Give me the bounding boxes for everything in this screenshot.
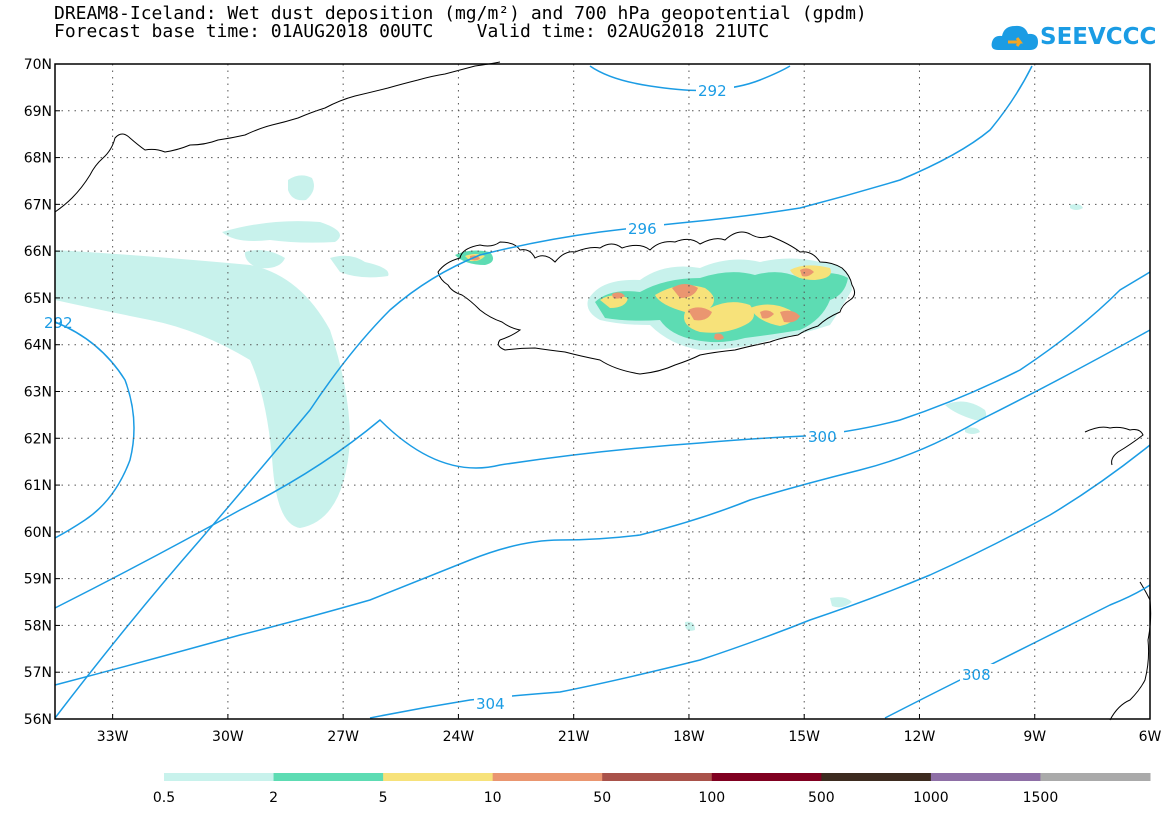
deposition-patch [330,255,389,278]
contour-304 [54,329,1151,686]
logo-text: SEEVCCC [1040,24,1157,50]
lon-tick-label: 15W [788,729,820,745]
iceland-coastline [437,231,856,375]
colorbar-swatch [1040,773,1151,781]
lat-tick-label: 67N [24,197,52,213]
lat-tick-label: 61N [24,478,52,494]
deposition-patch [965,427,980,434]
deposition-iceland-orange [800,268,814,277]
lon-tick-label: 21W [558,729,590,745]
gridlines [55,64,1150,719]
deposition-iceland-orange [672,284,698,298]
contour-label: 308 [962,666,991,684]
longitude-labels: 33W 30W 27W 24W 21W 18W 15W 12W 9W 6W [97,714,1162,745]
colorbar-label: 5 [379,790,388,806]
lat-tick-label: 68N [24,151,52,167]
contour-292-north [589,65,791,92]
colorbar-swatch [821,773,932,781]
colorbar-label: 10 [484,790,502,806]
latitude-labels: 70N 69N 68N 67N 66N 65N 64N 63N 62N 61N 60N 59N 58N 5… [24,57,60,728]
lat-tick-label: 60N [24,525,52,541]
lat-tick-label: 63N [24,385,52,401]
colorbar: 0.5 2 5 10 50 100 500 1000 1500 [153,773,1151,806]
deposition-patch [288,175,314,201]
lon-tick-label: 9W [1023,729,1046,745]
lat-tick-label: 66N [24,244,52,260]
forecast-time-line: Forecast base time: 01AUG2018 00UTC Vali… [54,21,770,42]
colorbar-label: 50 [593,790,611,806]
lat-tick-label: 64N [24,338,52,354]
deposition-patch [222,221,340,243]
contour-300 [54,271,1151,609]
lon-tick-label: 33W [97,729,129,745]
deposition-patch [685,621,695,631]
colorbar-label: 100 [698,790,725,806]
dust-deposition-layer [55,175,1083,631]
deposition-patch [945,401,987,421]
coastlines [54,61,1152,721]
colorbar-swatch [164,773,275,781]
lat-tick-label: 62N [24,431,52,447]
contour-304-south [369,444,1151,719]
lat-tick-label: 69N [24,104,52,120]
lat-tick-label: 70N [24,57,52,73]
contour-label: 296 [628,220,657,238]
colorbar-swatch [273,773,384,781]
colorbar-swatch [492,773,603,781]
lat-tick-label: 59N [24,572,52,588]
lon-tick-label: 30W [212,729,244,745]
contour-label: 304 [476,695,505,713]
colorbar-label: 2 [269,790,278,806]
contour-label: 292 [44,314,73,332]
deposition-iceland-orange [612,292,625,299]
faroe-islands-coastline [1084,426,1144,466]
colorbar-swatch [711,773,822,781]
contour-296 [54,65,1033,719]
lat-tick-label: 57N [24,665,52,681]
contour-292-west [54,321,135,539]
greenland-coastline [54,61,501,213]
colorbar-label: 1000 [913,790,949,806]
colorbar-swatch [383,773,494,781]
colorbar-swatch [930,773,1041,781]
deposition-patch [1070,204,1083,210]
contour-labels: 292 296 300 304 308 292 [44,80,998,713]
deposition-plume-west [55,250,350,528]
lat-tick-label: 56N [24,712,52,728]
lat-tick-label: 58N [24,618,52,634]
lon-tick-label: 12W [904,729,936,745]
contour-label: 300 [808,428,837,446]
cloud-icon [991,25,1038,50]
deposition-iceland-orange [780,310,800,323]
deposition-patch [830,597,852,608]
deposition-iceland-orange [714,333,724,340]
lon-tick-label: 27W [327,729,359,745]
colorbar-swatch [602,773,713,781]
lat-tick-label: 65N [24,291,52,307]
map-title: DREAM8-Iceland: Wet dust deposition (mg/… [54,3,867,24]
deposition-iceland-yellow [600,295,628,308]
deposition-iceland-orange [688,307,712,321]
contour-308 [884,584,1151,719]
lon-tick-label: 18W [673,729,705,745]
colorbar-label: 0.5 [153,790,175,806]
deposition-patch [244,250,285,269]
colorbar-label: 1500 [1023,790,1059,806]
scotland-coastline [1109,581,1152,721]
deposition-iceland-orange [760,310,774,319]
lon-tick-label: 24W [443,729,475,745]
lon-tick-label: 6W [1139,729,1162,745]
contour-label: 292 [698,82,727,100]
colorbar-label: 500 [808,790,835,806]
